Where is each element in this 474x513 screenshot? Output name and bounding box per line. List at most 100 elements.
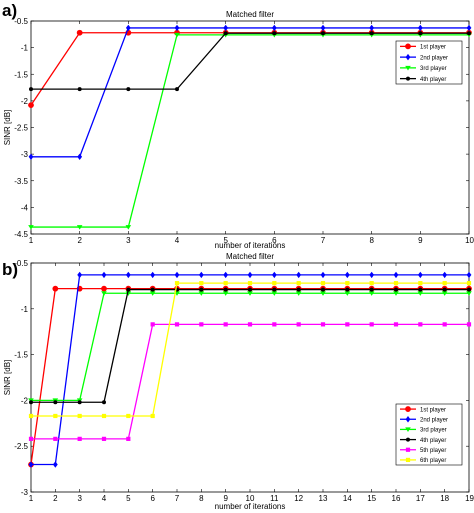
data-point (466, 24, 472, 32)
data-point (125, 24, 131, 32)
data-point (101, 271, 107, 279)
data-point (442, 271, 448, 279)
y-tick-label: -4 (21, 203, 29, 212)
data-point (76, 29, 83, 36)
data-point (53, 400, 58, 405)
legend-item: 3rd player (400, 427, 447, 434)
y-tick-label: -3.5 (14, 177, 28, 186)
data-point (199, 322, 204, 327)
data-point (126, 436, 131, 441)
data-point (248, 287, 252, 292)
x-tick-label: 5 (126, 494, 131, 503)
x-tick-label: 6 (150, 494, 155, 503)
series-line (31, 282, 469, 417)
legend-marker (405, 457, 411, 463)
x-tick-label: 4 (175, 236, 180, 245)
data-point (345, 281, 350, 286)
data-point (272, 322, 277, 327)
x-axis-label: number of iterations (215, 502, 286, 511)
data-point (368, 291, 375, 296)
y-tick-label: -2.5 (14, 124, 28, 133)
data-point (53, 436, 58, 441)
data-point (296, 271, 302, 279)
data-point (150, 322, 155, 327)
data-point (174, 271, 180, 279)
x-tick-label: 14 (343, 494, 352, 503)
data-point (344, 291, 351, 296)
legend: 1st player 2nd player 3rd player 4th player… (395, 403, 463, 466)
series-2 (28, 24, 472, 160)
data-point (321, 31, 325, 36)
legend-marker (405, 427, 411, 433)
data-point (52, 461, 58, 468)
series-line (31, 292, 469, 402)
data-point (271, 24, 277, 32)
chart-title: Matched filter (226, 10, 274, 19)
data-point (247, 281, 253, 286)
x-tick-label: 15 (367, 494, 376, 503)
data-point (442, 281, 447, 286)
series-6 (28, 281, 472, 419)
data-point (320, 24, 326, 32)
x-tick-label: 9 (223, 494, 228, 503)
data-point (369, 322, 374, 327)
legend-marker (405, 406, 411, 412)
legend-marker (405, 447, 411, 452)
data-point (467, 31, 471, 36)
data-point (125, 271, 131, 279)
legend-label: 6th player (420, 458, 446, 464)
data-point (345, 322, 350, 327)
x-tick-label: 3 (77, 494, 82, 503)
chart-panel-a: a) Matched filter 1 2 3 4 5 6 7 8 9 10 -4.5 -4 -3.5 -3 -… (2, 1, 474, 250)
x-tick-label: 7 (175, 494, 180, 503)
data-point (417, 291, 424, 296)
data-point (344, 271, 350, 279)
legend-label: 5th player (420, 448, 446, 454)
x-tick-label: 3 (126, 236, 131, 245)
data-point (247, 291, 253, 296)
y-tick-label: -2 (21, 396, 29, 405)
data-point (441, 291, 448, 296)
data-point (417, 271, 423, 279)
data-point (369, 281, 374, 286)
x-tick-label: 8 (369, 236, 374, 245)
y-axis-label: SINR [dB] (3, 110, 12, 146)
data-point (29, 87, 33, 92)
legend-item: 3rd player (400, 65, 447, 72)
series-line (31, 27, 469, 158)
data-point (296, 322, 301, 327)
y-tick-label: -1 (21, 44, 29, 53)
panel-label: a) (2, 1, 17, 20)
data-point (442, 287, 447, 292)
data-point (28, 153, 34, 160)
data-point (223, 24, 229, 32)
data-point (149, 291, 156, 296)
data-point (320, 281, 326, 286)
x-tick-label: 11 (270, 494, 279, 503)
x-tick-label: 19 (465, 494, 474, 503)
data-point (223, 287, 228, 292)
data-point (150, 271, 156, 279)
data-point (272, 281, 277, 286)
data-point (393, 291, 399, 296)
data-point (102, 400, 106, 405)
series-3 (28, 291, 472, 403)
legend-label: 3rd player (420, 428, 447, 434)
y-tick-label: -3 (21, 150, 29, 159)
data-point (199, 287, 204, 292)
data-point (126, 287, 131, 292)
y-tick-label: -2.5 (14, 442, 28, 451)
data-point (174, 281, 180, 286)
x-tick-label: 1 (29, 494, 34, 503)
legend-item: 4th player (400, 437, 446, 444)
data-point (369, 287, 374, 292)
x-tick-label: 8 (199, 494, 204, 503)
data-point (417, 24, 423, 32)
y-tick-label: -0.5 (14, 17, 28, 26)
data-point (28, 413, 34, 419)
data-point (418, 287, 423, 292)
x-tick-label: 17 (416, 494, 425, 503)
data-point (223, 271, 229, 279)
y-tick-label: -1.5 (14, 351, 28, 360)
